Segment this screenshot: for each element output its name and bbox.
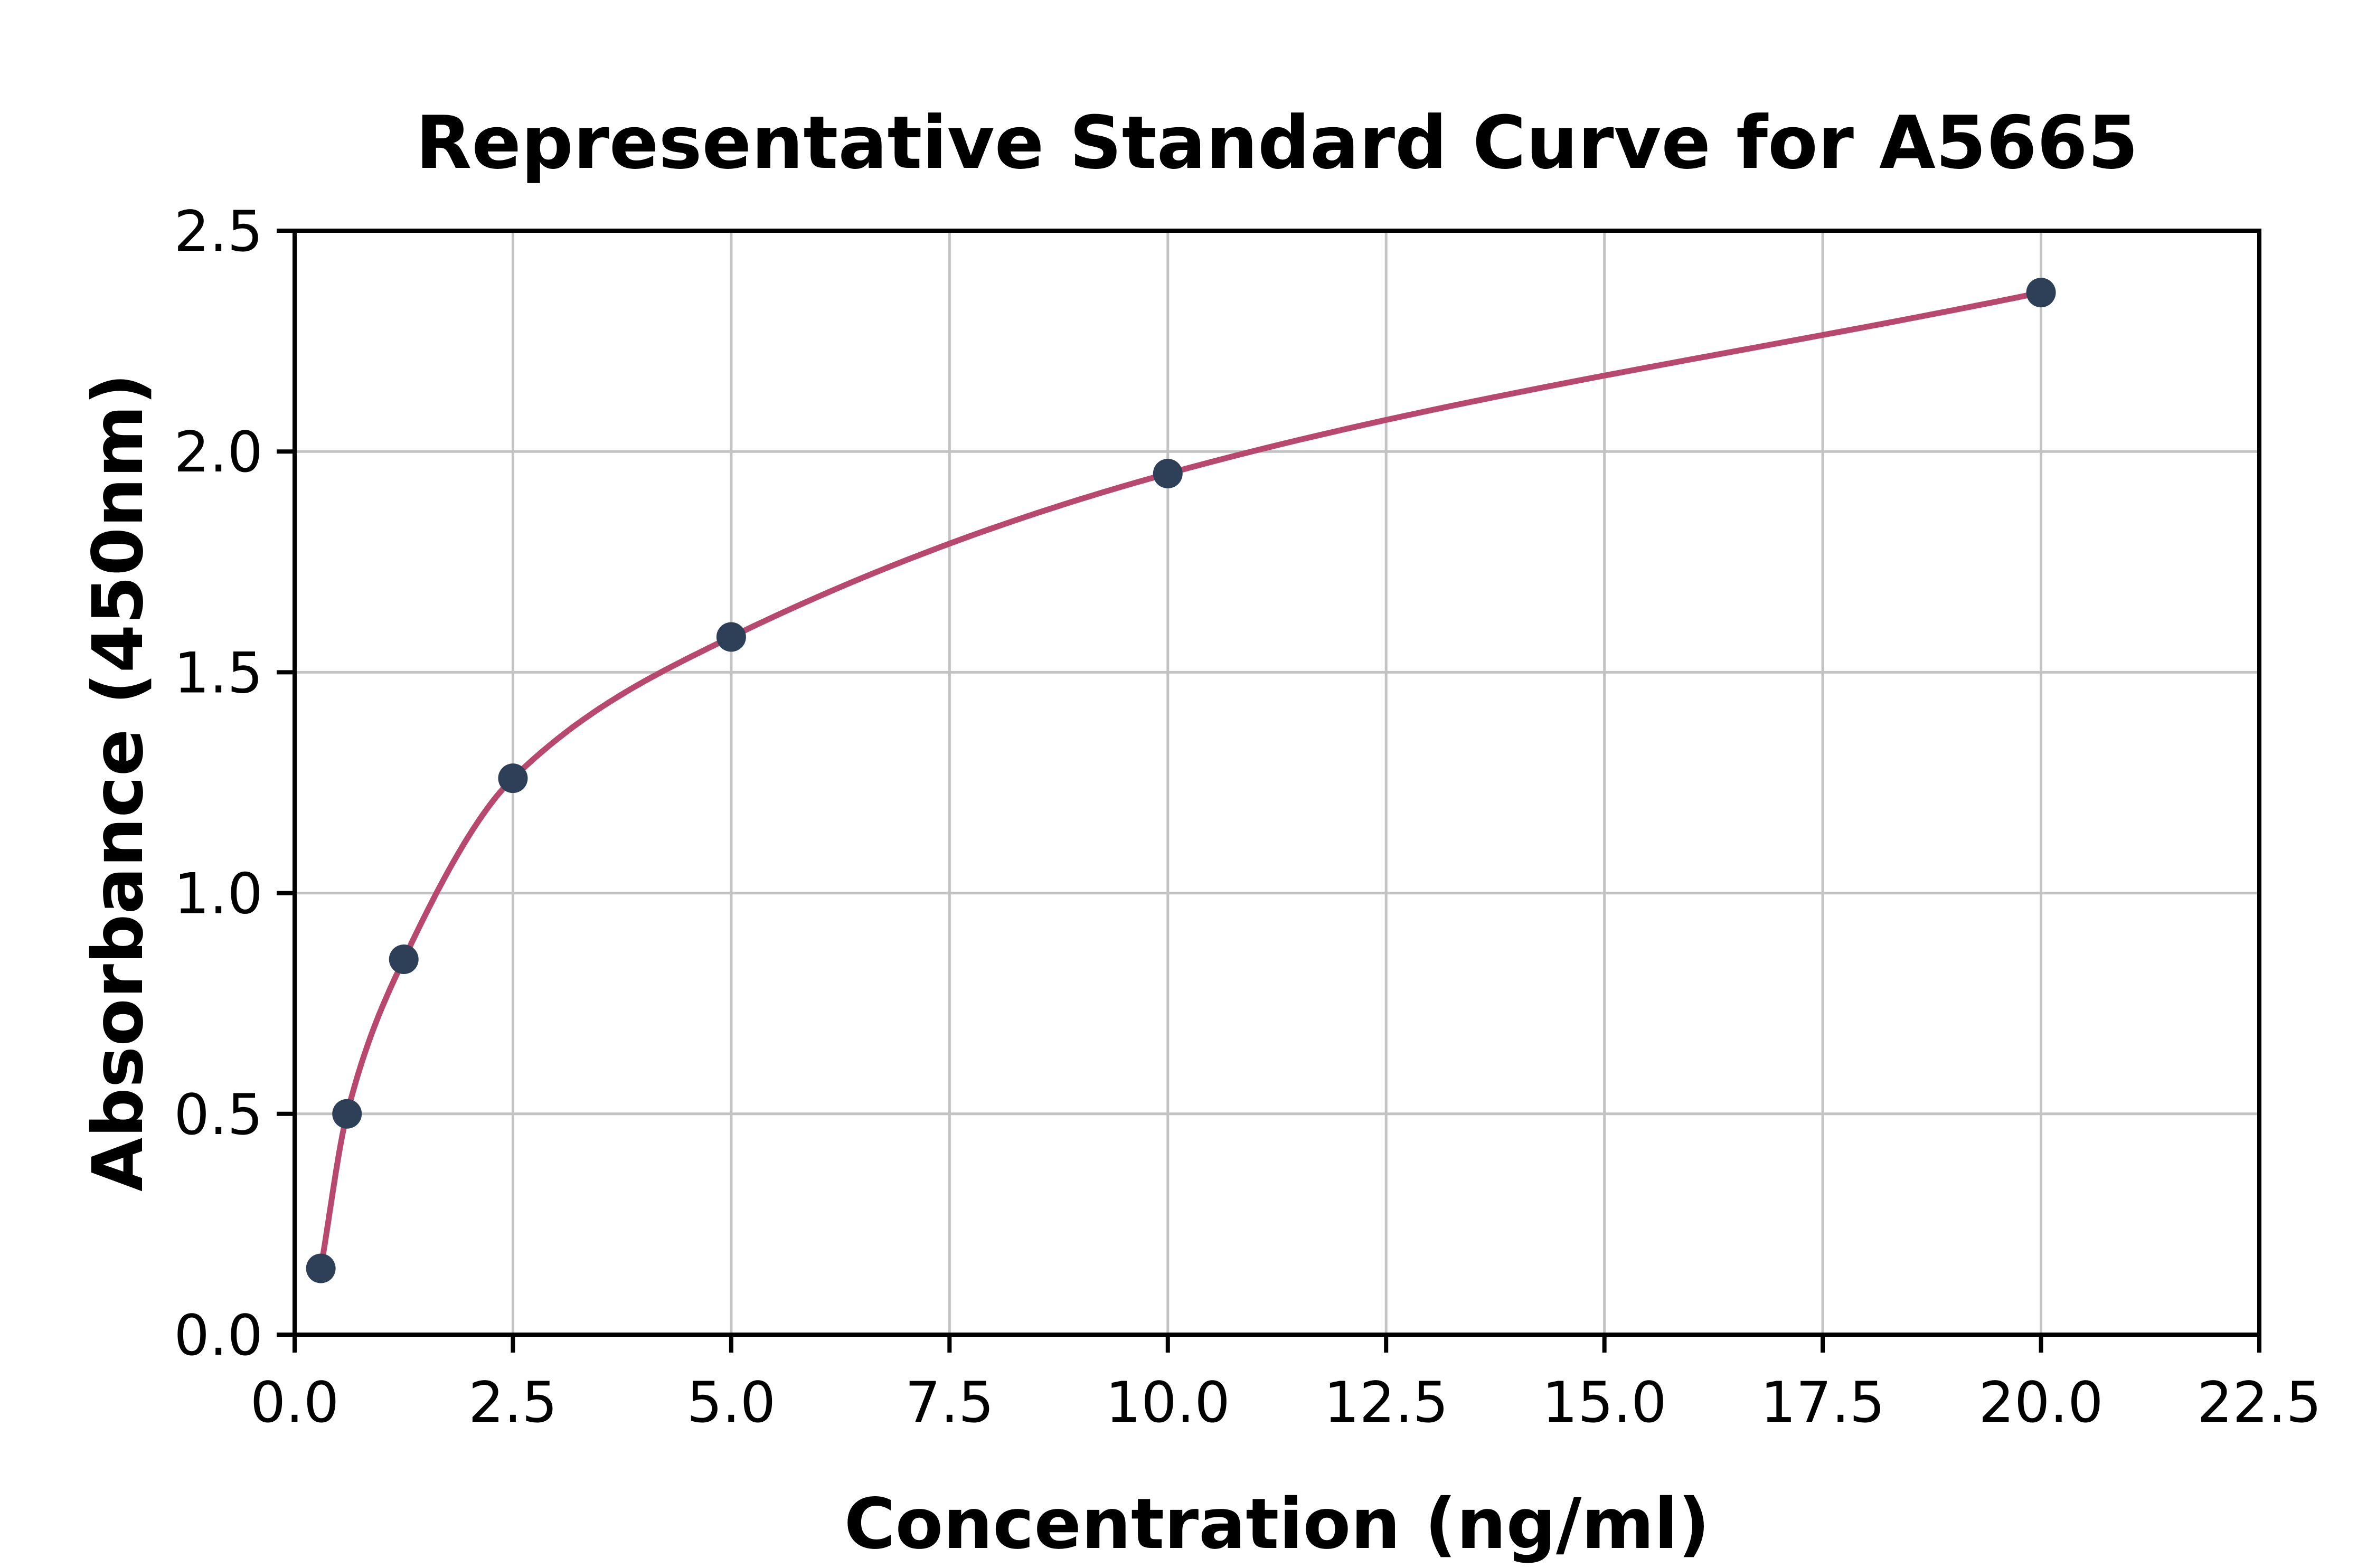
y-tick-label: 0.5 xyxy=(174,1082,263,1147)
x-tick-label: 20.0 xyxy=(1979,1370,2104,1435)
x-tick-label: 12.5 xyxy=(1324,1370,1448,1435)
x-tick-label: 22.5 xyxy=(2197,1370,2322,1435)
x-tick-label: 2.5 xyxy=(468,1370,558,1435)
x-tick-label: 7.5 xyxy=(905,1370,994,1435)
x-tick-label: 15.0 xyxy=(1542,1370,1667,1435)
y-tick-label: 1.5 xyxy=(174,640,263,705)
x-tick-label: 0.0 xyxy=(250,1370,340,1435)
data-point xyxy=(306,1253,336,1283)
x-tick-label: 17.5 xyxy=(1760,1370,1885,1435)
x-axis-label: Concentration (ng/ml) xyxy=(844,1484,1710,1565)
data-point xyxy=(498,763,528,794)
data-point xyxy=(389,944,419,975)
x-tick-label: 10.0 xyxy=(1106,1370,1230,1435)
data-point xyxy=(1153,459,1183,489)
chart-title: Representative Standard Curve for A5665 xyxy=(416,100,2138,185)
y-tick-label: 0.0 xyxy=(174,1303,263,1368)
y-tick-label: 1.0 xyxy=(174,862,263,927)
data-point xyxy=(716,622,746,652)
x-tick-label: 5.0 xyxy=(687,1370,776,1435)
y-tick-label: 2.0 xyxy=(174,420,263,485)
data-point xyxy=(332,1099,362,1129)
data-point xyxy=(2026,278,2056,308)
y-tick-label: 2.5 xyxy=(174,199,263,264)
axes-box xyxy=(293,229,2261,1337)
fit-curve xyxy=(318,289,2044,1271)
